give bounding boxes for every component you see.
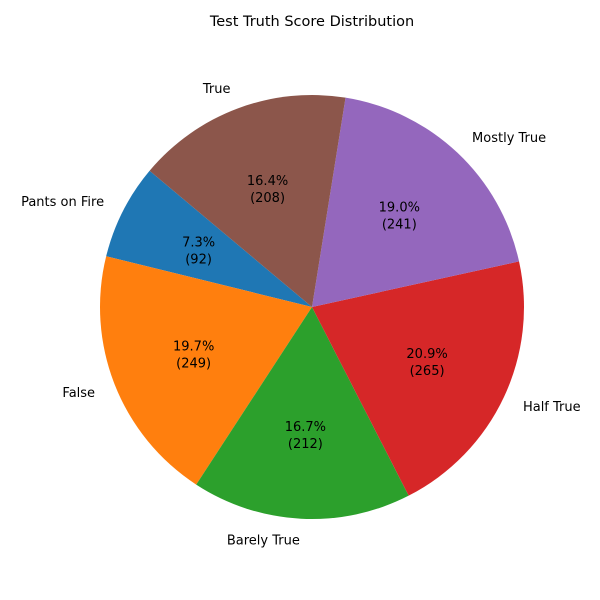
slice-count-mostly-true: (241) [382,217,417,232]
pie-slice-half-true [312,261,524,496]
slice-percent-barely-true: 16.7% [285,420,326,435]
slice-count-half-true: (265) [410,364,445,379]
pie-slice-true [149,95,346,308]
slice-count-pants-on-fire: (92) [185,252,212,267]
chart-title: Test Truth Score Distribution [209,14,414,30]
slice-count-barely-true: (212) [288,437,323,452]
slice-percent-true: 16.4% [247,174,288,189]
slice-percent-half-true: 20.9% [406,347,447,362]
slice-label-half-true: Half True [523,400,581,415]
slice-label-pants-on-fire: Pants on Fire [21,195,104,210]
slice-label-false: False [62,386,95,401]
slice-percent-pants-on-fire: 7.3% [182,235,215,250]
slice-count-false: (249) [176,357,211,372]
pie-slices [99,95,524,519]
slice-percent-mostly-true: 19.0% [379,200,420,215]
slice-percent-false: 19.7% [173,340,214,355]
slice-count-true: (208) [250,191,285,206]
pie-slice-false [99,256,312,485]
pie-slice-mostly-true [312,97,520,307]
pie-slice-barely-true [196,307,409,519]
slice-label-true: True [202,82,231,97]
pie-labels: Pants on Fire 7.3% (92) False 19.7% (249) Bare… [21,82,581,548]
slice-label-barely-true: Barely True [227,533,300,548]
slice-label-mostly-true: Mostly True [472,131,546,146]
pie-slice-pants-on-fire [106,170,312,307]
